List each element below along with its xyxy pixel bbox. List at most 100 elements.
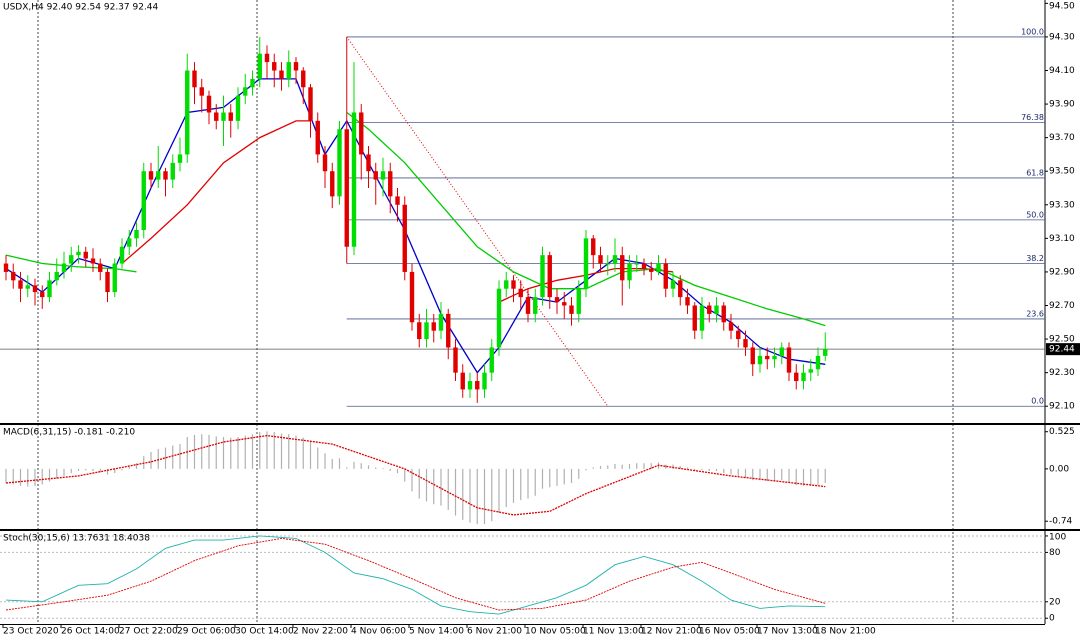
macd-bar <box>614 463 616 469</box>
candle-body <box>765 355 770 360</box>
candle-body <box>569 305 574 314</box>
macd-bar <box>41 468 43 485</box>
candle-body <box>315 120 320 155</box>
candle-body <box>221 112 226 121</box>
y-tick-label: 93.30 <box>1049 200 1075 210</box>
candle-body <box>206 95 212 113</box>
macd-bar <box>447 468 449 510</box>
macd-bar <box>440 468 442 506</box>
candle-body <box>634 263 639 265</box>
candle-body <box>250 78 255 88</box>
candle-body <box>279 70 284 79</box>
candle-body <box>547 255 552 298</box>
candle-body <box>163 171 168 180</box>
macd-bar <box>694 468 696 471</box>
macd-bar <box>759 468 761 481</box>
macd-bar <box>810 468 812 486</box>
y-tick-label: 0.00 <box>1049 464 1069 474</box>
x-tick-label: 29 Oct 06:00 <box>177 627 236 637</box>
candle-body <box>620 255 625 281</box>
macd-bar <box>824 468 826 484</box>
macd-bar <box>556 468 558 486</box>
y-tick-label: 20 <box>1049 597 1061 607</box>
macd-bar <box>338 458 341 469</box>
macd-bar <box>106 468 109 475</box>
macd-bar <box>70 468 72 474</box>
candle-body <box>525 297 531 314</box>
candle-body <box>83 251 88 259</box>
y-tick-label: 92.50 <box>1049 335 1075 345</box>
candle-body <box>685 297 690 306</box>
candle-body <box>649 268 654 272</box>
macd-bar <box>382 468 384 469</box>
candle-body <box>670 280 676 289</box>
macd-bar <box>375 467 377 469</box>
macd-bar <box>541 468 544 489</box>
candle-body <box>366 154 371 172</box>
candle-body <box>496 288 502 348</box>
macd-bar <box>128 466 130 469</box>
candle-body <box>192 70 197 88</box>
macd-bar <box>99 468 101 473</box>
candle-body <box>76 251 81 256</box>
macd-bar <box>244 435 246 469</box>
macd-bar <box>237 437 239 469</box>
candle-body <box>105 271 110 293</box>
y-tick-label: 0 <box>1049 614 1055 624</box>
fibo-label: 38.2 <box>1026 254 1044 263</box>
candle-body <box>453 347 458 373</box>
macd-bar <box>643 463 645 469</box>
macd-bar <box>288 434 290 469</box>
macd-bar <box>230 437 232 469</box>
macd-bar <box>353 461 355 469</box>
macd-bar <box>752 468 754 481</box>
candle-body <box>692 305 697 331</box>
macd-bar <box>607 465 609 469</box>
x-tick-label: 16 Nov 05:00 <box>699 627 760 637</box>
macd-bar <box>730 468 732 475</box>
candle-body <box>714 305 719 314</box>
macd-bar <box>766 468 768 481</box>
candle-body <box>337 129 342 197</box>
y-tick-label: 94.50 <box>1049 2 1075 12</box>
candle-body <box>467 381 473 390</box>
candle-body <box>98 263 103 272</box>
current-price-label: 92.44 <box>1049 345 1075 355</box>
candle-body <box>286 62 291 79</box>
candle-body <box>736 330 741 340</box>
macd-bar <box>251 434 254 469</box>
candle-body <box>728 322 734 331</box>
candle-body <box>663 263 668 289</box>
candle-body <box>11 271 16 281</box>
macd-bar <box>172 445 174 469</box>
x-tick-label: 30 Oct 14:00 <box>235 627 294 637</box>
x-tick-label: 17 Nov 13:00 <box>757 627 818 637</box>
macd-bar <box>280 433 283 469</box>
macd-bar <box>309 441 312 469</box>
fibo-label: 0.0 <box>1031 397 1044 406</box>
candle-body <box>518 288 523 298</box>
macd-bar <box>636 463 638 469</box>
macd-bar <box>476 468 478 525</box>
fibo-label: 61.8 <box>1026 168 1044 177</box>
macd-bar <box>483 468 486 525</box>
macd-bar <box>157 449 159 469</box>
macd-bar <box>621 464 623 469</box>
candle-body <box>707 305 712 314</box>
macd-bar <box>578 468 580 479</box>
macd-bar <box>788 468 790 484</box>
candle-body <box>431 322 436 331</box>
candle-body <box>779 347 784 356</box>
candle-body <box>18 280 23 289</box>
candle-body <box>322 154 328 172</box>
candle-body <box>438 313 444 331</box>
macd-bar <box>563 468 565 485</box>
macd-bar <box>585 468 587 471</box>
x-tick-label: 23 Oct 2020 <box>3 627 59 637</box>
x-tick-label: 27 Oct 22:00 <box>119 627 178 637</box>
indicator-line <box>5 434 826 516</box>
candle-body <box>148 171 154 180</box>
y-tick-label: 0.525 <box>1049 427 1075 437</box>
macd-bar <box>498 468 500 513</box>
candle-body <box>344 129 349 247</box>
